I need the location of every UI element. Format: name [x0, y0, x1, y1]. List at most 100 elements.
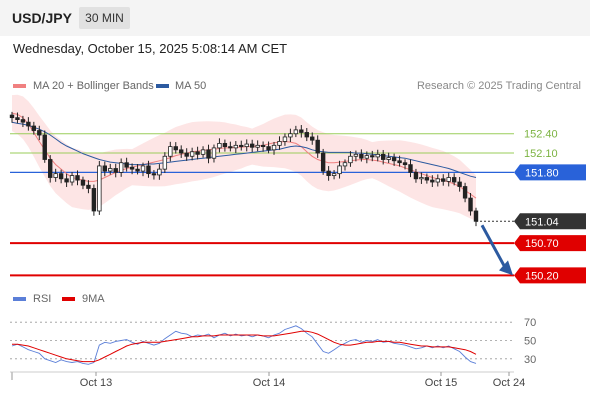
- candle: [118, 158, 124, 177]
- candle-body-up: [419, 177, 424, 180]
- candle: [140, 162, 146, 177]
- candle-body-up: [375, 153, 380, 158]
- candle-body-up: [337, 165, 342, 175]
- candle: [151, 170, 157, 180]
- candle-body-down: [408, 164, 413, 173]
- candle-body-down: [64, 178, 69, 183]
- candle-body-down: [206, 149, 211, 159]
- header-bar: USD/JPY 30 MIN: [0, 0, 590, 36]
- candle: [189, 147, 195, 161]
- price-level-tag-151.80: 151.80: [514, 164, 586, 181]
- candle: [211, 144, 217, 163]
- candle: [179, 145, 184, 158]
- rsi-legend-label: RSI: [33, 293, 52, 305]
- rsi-legend-swatch: [13, 297, 26, 301]
- candle-body-up: [293, 129, 299, 135]
- candle: [446, 172, 451, 187]
- candle: [260, 141, 266, 152]
- ma20-legend-label: MA 20 + Bollinger Bands: [33, 80, 154, 92]
- candle-body-down: [31, 125, 37, 131]
- date-tick-label: Oct 13: [80, 377, 112, 389]
- candle-body-down: [37, 130, 42, 136]
- candle: [53, 168, 58, 182]
- candle: [113, 163, 118, 178]
- candle: [206, 144, 211, 164]
- price-level-label: 152.10: [524, 148, 558, 160]
- candle-body-up: [342, 162, 348, 167]
- candle-body-down: [75, 175, 80, 181]
- price-level-tag-152.10: 152.10: [524, 148, 558, 160]
- timeframe-button[interactable]: 30 MIN: [79, 7, 130, 29]
- candle: [135, 164, 140, 175]
- price-level-label: 151.04: [525, 216, 559, 228]
- candle-body-down: [451, 177, 457, 183]
- candle: [337, 160, 342, 179]
- candle: [462, 182, 468, 203]
- candle: [9, 111, 15, 123]
- ma50-line: [11, 121, 477, 178]
- candle-body-up: [353, 153, 359, 157]
- candle-body-up: [364, 155, 370, 159]
- candle-body-up: [255, 144, 260, 148]
- candle: [69, 172, 75, 186]
- moving-averages: [11, 112, 477, 199]
- candle: [468, 192, 473, 216]
- candle: [391, 153, 397, 166]
- candle: [266, 141, 271, 154]
- candle-body-down: [42, 134, 47, 160]
- candle: [157, 164, 162, 180]
- candle-body-up: [277, 141, 282, 146]
- rsi-tick-label: 50: [524, 336, 536, 348]
- candle: [168, 141, 173, 162]
- bollinger-band-area: [12, 94, 476, 221]
- candle-body-down: [124, 162, 129, 168]
- candle-body-down: [326, 170, 331, 176]
- candle-body-up: [200, 149, 206, 155]
- candle: [255, 140, 260, 152]
- candle-body-down: [320, 152, 326, 172]
- ma50-legend-label: MA 50: [175, 80, 207, 92]
- candle: [326, 166, 331, 181]
- price-level-tag-shape: [514, 235, 586, 252]
- candle: [244, 139, 249, 152]
- candle-body-up: [233, 144, 239, 149]
- chart-datetime: Wednesday, October 15, 2025 5:08:14 AM C…: [13, 41, 288, 56]
- candle-body-up: [435, 178, 440, 183]
- candle-body-up: [97, 165, 102, 212]
- price-level-label: 152.40: [524, 129, 558, 141]
- candle: [315, 135, 320, 158]
- price-level-label: 150.20: [525, 270, 559, 282]
- candle-body-down: [48, 159, 53, 178]
- candle: [348, 151, 353, 167]
- candle-body-down: [299, 129, 304, 133]
- price-level-label: 150.70: [525, 238, 559, 250]
- candle: [457, 177, 462, 192]
- candle: [184, 148, 189, 161]
- candle-body-up: [386, 157, 391, 160]
- candle: [370, 150, 375, 162]
- candle: [331, 169, 337, 180]
- candle-body-down: [222, 142, 228, 148]
- candle-body-down: [260, 144, 266, 148]
- candle: [195, 146, 200, 160]
- candle: [97, 161, 102, 215]
- candle-body-up: [288, 133, 293, 138]
- candle: [173, 142, 178, 154]
- candle-body-down: [266, 146, 271, 151]
- candle: [413, 168, 419, 183]
- candle: [64, 173, 69, 187]
- candle-body-down: [179, 149, 184, 154]
- rsi-tick-label: 30: [524, 354, 536, 366]
- candle-body-down: [473, 210, 479, 222]
- candle-body-up: [108, 168, 113, 172]
- price-level-tag-150.70: 150.70: [514, 235, 586, 252]
- candle-body-up: [157, 168, 162, 176]
- candle-body-down: [441, 178, 446, 182]
- candle-body-up: [244, 143, 249, 148]
- rsi-ma-line: [12, 330, 477, 363]
- candle: [288, 128, 293, 143]
- price-level-tag-shape: [514, 164, 586, 181]
- candle-body-down: [430, 179, 435, 183]
- candle-body-down: [20, 119, 26, 123]
- candle-body-up: [189, 151, 195, 157]
